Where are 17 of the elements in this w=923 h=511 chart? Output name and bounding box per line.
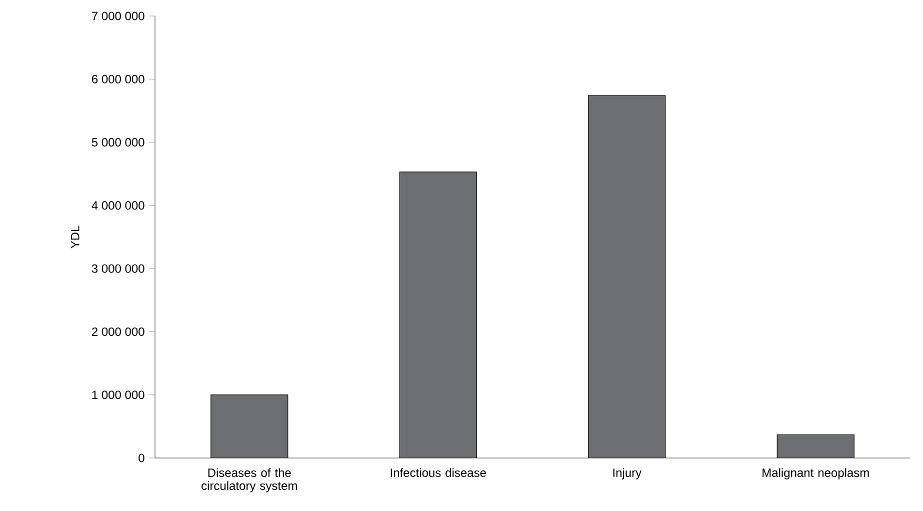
x-tick-label: Malignant neoplasm (762, 468, 869, 480)
bar (776, 434, 854, 458)
y-tick-label: 7 000 000 (92, 12, 144, 20)
y-tick-label: 4 000 000 (92, 201, 144, 210)
y-tick-label: 3 000 000 (92, 264, 144, 273)
y-tick-label: 1 000 000 (92, 390, 144, 400)
bar (400, 172, 477, 458)
y-tick-label: 2 000 000 (92, 327, 144, 336)
y-axis-title: YDL (70, 226, 80, 248)
y-tick-label: 0 (138, 454, 144, 462)
y-tick-label: 6 000 000 (92, 74, 144, 84)
x-tick-label: Infectious disease (390, 468, 486, 478)
x-tick-label: Injury (613, 468, 642, 480)
y-tick-label: 5 000 000 (92, 138, 144, 147)
x-tick-label: Diseases of the circulatory system (202, 468, 297, 492)
bar (210, 394, 288, 458)
bar (588, 96, 666, 458)
